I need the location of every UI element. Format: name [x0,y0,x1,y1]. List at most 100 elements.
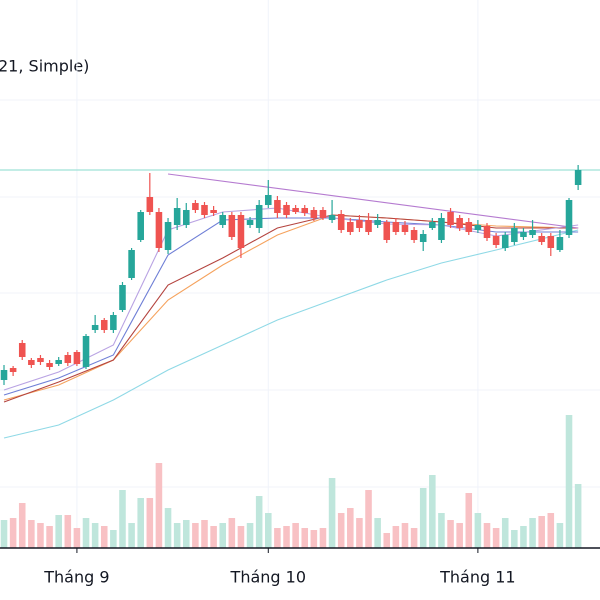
moving-average-line [3,229,579,439]
volume-bar [219,523,227,548]
x-tick-label: Tháng 9 [43,568,109,587]
candle-body [429,222,436,228]
volume-bar [419,488,427,548]
moving-average-line [3,214,579,401]
volume-bar [401,523,409,548]
volume-bar [365,490,372,548]
candle-body [237,215,245,248]
volume-bar [110,530,117,548]
volume-bar [310,530,318,548]
candle-body [565,200,573,235]
candle-body [164,222,172,250]
volume-bar [201,520,208,548]
volume-bar [520,526,527,548]
volume-bar [374,518,381,548]
candle-body [520,232,527,237]
volume-bar [392,526,400,548]
candle-body [9,368,17,372]
volume-bar [538,516,545,548]
candle-body [182,210,190,225]
moving-average-line [3,217,579,396]
volume-bar [328,478,336,548]
candle-body [483,226,491,238]
candle-body [328,215,336,220]
volume-bar [73,528,81,548]
volume-bar [128,523,135,548]
candle-body [246,220,254,225]
candle-body [146,197,154,212]
candle-body [0,370,8,380]
volume-bar [55,515,62,548]
volume-bar [474,513,482,548]
volume-bar [292,523,299,548]
candle-body [228,215,236,237]
candle-body [292,208,299,212]
volume-bar [182,520,190,548]
volume-bar [483,523,491,548]
candle-body [556,237,564,250]
volume-bar [173,523,181,548]
candle-body [46,363,53,367]
volume-bar [529,518,536,548]
volume-bar [274,528,281,548]
candle-body [274,200,281,213]
volume-bar [37,523,44,548]
candle-body [401,225,409,232]
volume-bar [465,493,473,548]
candle-body [283,205,290,215]
volume-bar [301,528,309,548]
volume-bar [91,523,99,548]
candle-body [37,358,44,362]
candle-body [219,215,227,225]
candle-body [547,236,555,248]
volume-bar [356,518,363,548]
volume-bar [210,526,217,548]
volume-bar [46,526,53,548]
volume-bar [283,526,290,548]
candle-body [255,205,263,228]
candle-body [392,222,400,232]
candle-body [100,320,108,330]
volume-bar [119,490,126,548]
candle-body [64,355,72,363]
x-tick-label: Tháng 10 [230,568,306,587]
volume-bar [337,513,345,548]
volume-bar [429,475,436,548]
candle-body [438,218,445,240]
volume-bar [438,513,445,548]
candle-body [119,285,126,310]
volume-bar [556,523,564,548]
candle-body [465,222,473,232]
candle-body [347,222,354,232]
volume-bar [383,533,391,548]
candle-body [337,214,345,230]
candle-body [55,360,62,364]
x-tick-label: Tháng 11 [439,568,515,587]
candle-body [210,210,217,213]
volume-bar [511,530,518,548]
volume-bar [319,528,327,548]
candle-body [91,325,99,330]
chart-title: 21, Simple) [0,57,89,76]
candle-body [383,222,391,240]
candle-body [574,170,582,185]
volume-bar [237,526,245,548]
volume-bar [347,508,354,548]
moving-average-line [3,214,579,403]
volume-bar [155,463,163,548]
volume-bar [64,515,72,548]
candle-body [356,220,363,228]
volume-bar [265,513,272,548]
volume-bar [164,508,172,548]
candle-body [410,230,418,240]
candle-body [137,212,144,240]
volume-bar [228,518,236,548]
moving-average-line [167,173,579,229]
candle-body [28,360,35,365]
moving-average-line [3,207,579,391]
candle-body [73,352,81,364]
volume-bar [456,523,463,548]
volume-bar [565,415,573,548]
candle-body [474,225,482,230]
